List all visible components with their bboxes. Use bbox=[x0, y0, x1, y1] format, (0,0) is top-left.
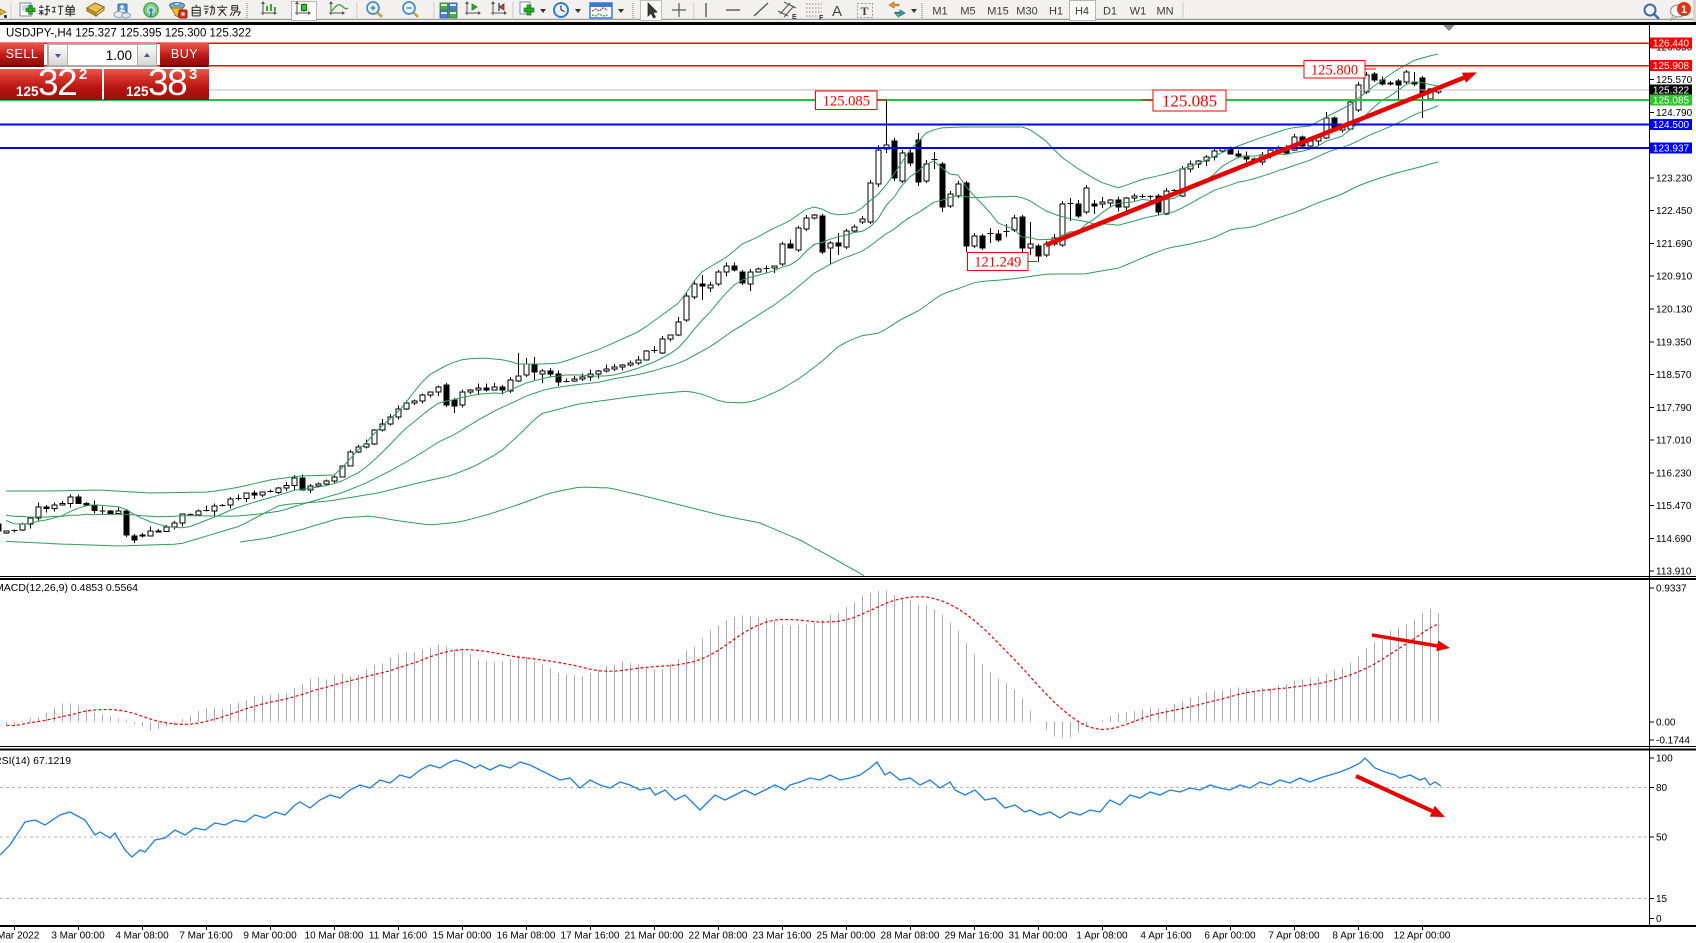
svg-text:F: F bbox=[819, 15, 824, 22]
svg-text:RSI(14) 67.1219: RSI(14) 67.1219 bbox=[0, 755, 71, 767]
svg-text:7 Apr 08:00: 7 Apr 08:00 bbox=[1268, 931, 1320, 942]
svg-text:125.908: 125.908 bbox=[1653, 61, 1690, 72]
svg-text:120.130: 120.130 bbox=[1656, 305, 1693, 316]
svg-text:117.790: 117.790 bbox=[1656, 403, 1692, 414]
svg-text:9 Mar 00:00: 9 Mar 00:00 bbox=[243, 931, 297, 942]
svg-text:4 Apr 16:00: 4 Apr 16:00 bbox=[1140, 931, 1192, 942]
svg-text:121.690: 121.690 bbox=[1656, 239, 1693, 250]
svg-text:22 Mar 08:00: 22 Mar 08:00 bbox=[689, 931, 748, 942]
svg-text:125.085: 125.085 bbox=[1653, 96, 1690, 107]
svg-text:126.440: 126.440 bbox=[1653, 39, 1690, 50]
svg-text:1: 1 bbox=[1681, 4, 1687, 16]
svg-text:MN: MN bbox=[1156, 6, 1173, 18]
svg-text:M5: M5 bbox=[960, 6, 975, 18]
svg-text:H1: H1 bbox=[1049, 6, 1063, 18]
svg-text:E: E bbox=[792, 14, 797, 21]
svg-text:MACD(12,26,9) 0.4853 0.5564: MACD(12,26,9) 0.4853 0.5564 bbox=[0, 582, 138, 594]
svg-text:0: 0 bbox=[1656, 914, 1662, 925]
svg-text:125.322: 125.322 bbox=[1653, 86, 1690, 97]
svg-text:121.249: 121.249 bbox=[974, 255, 1021, 271]
svg-text:M30: M30 bbox=[1016, 6, 1037, 18]
svg-text:A: A bbox=[832, 3, 842, 20]
svg-text:115.470: 115.470 bbox=[1656, 501, 1692, 512]
svg-text:116.230: 116.230 bbox=[1656, 468, 1692, 479]
svg-text:123.937: 123.937 bbox=[1653, 144, 1690, 155]
svg-text:125.800: 125.800 bbox=[1311, 62, 1358, 78]
svg-text:16 Mar 08:00: 16 Mar 08:00 bbox=[497, 931, 556, 942]
svg-text:25 Mar 00:00: 25 Mar 00:00 bbox=[817, 931, 876, 942]
svg-text:80: 80 bbox=[1656, 783, 1668, 794]
svg-text:8 Apr 16:00: 8 Apr 16:00 bbox=[1332, 931, 1384, 942]
svg-text:12 Apr 00:00: 12 Apr 00:00 bbox=[1394, 931, 1451, 942]
svg-text:123.230: 123.230 bbox=[1656, 174, 1693, 185]
svg-text:7 Mar 16:00: 7 Mar 16:00 bbox=[179, 931, 233, 942]
svg-text:W1: W1 bbox=[1130, 6, 1147, 18]
svg-text:0.9337: 0.9337 bbox=[1656, 584, 1687, 595]
svg-text:17 Mar 16:00: 17 Mar 16:00 bbox=[561, 931, 620, 942]
svg-text:100: 100 bbox=[1656, 754, 1673, 765]
svg-text:3 Mar 00:00: 3 Mar 00:00 bbox=[51, 931, 105, 942]
svg-text:117.010: 117.010 bbox=[1656, 436, 1692, 447]
svg-text:125.085: 125.085 bbox=[823, 93, 870, 109]
svg-text:21 Mar 00:00: 21 Mar 00:00 bbox=[625, 931, 684, 942]
svg-text:50: 50 bbox=[1656, 833, 1668, 844]
svg-text:124.500: 124.500 bbox=[1653, 120, 1690, 131]
svg-text:114.690: 114.690 bbox=[1656, 534, 1692, 545]
svg-text:4 Mar 08:00: 4 Mar 08:00 bbox=[115, 931, 169, 942]
svg-text:122.450: 122.450 bbox=[1656, 206, 1693, 217]
svg-text:15 Mar 00:00: 15 Mar 00:00 bbox=[433, 931, 492, 942]
svg-text:M15: M15 bbox=[987, 6, 1008, 18]
svg-text:D1: D1 bbox=[1103, 6, 1117, 18]
svg-text:T: T bbox=[861, 4, 869, 18]
svg-text:H4: H4 bbox=[1075, 6, 1089, 18]
svg-text:6 Apr 00:00: 6 Apr 00:00 bbox=[1204, 931, 1256, 942]
svg-text:15: 15 bbox=[1656, 894, 1668, 905]
svg-text:125.085: 125.085 bbox=[1162, 92, 1217, 111]
svg-text:124.790: 124.790 bbox=[1656, 108, 1693, 119]
svg-text:31 Mar 00:00: 31 Mar 00:00 bbox=[1009, 931, 1068, 942]
svg-text:118.570: 118.570 bbox=[1656, 370, 1692, 381]
svg-text:119.350: 119.350 bbox=[1656, 337, 1692, 348]
svg-text:23 Mar 16:00: 23 Mar 16:00 bbox=[753, 931, 812, 942]
svg-text:28 Mar 08:00: 28 Mar 08:00 bbox=[881, 931, 940, 942]
svg-text:M1: M1 bbox=[932, 6, 947, 18]
svg-text:-0.1744: -0.1744 bbox=[1656, 736, 1690, 747]
svg-text:10 Mar 08:00: 10 Mar 08:00 bbox=[305, 931, 364, 942]
svg-text:0.00: 0.00 bbox=[1656, 718, 1676, 729]
svg-text:113.910: 113.910 bbox=[1656, 567, 1692, 578]
svg-text:120.910: 120.910 bbox=[1656, 272, 1693, 283]
svg-text:2 Mar 2022: 2 Mar 2022 bbox=[0, 931, 40, 942]
svg-text:11 Mar 16:00: 11 Mar 16:00 bbox=[369, 931, 428, 942]
svg-text:USDJPY-,H4 125.327 125.395 12: USDJPY-,H4 125.327 125.395 125.300 125.3… bbox=[6, 28, 251, 40]
svg-text:1 Apr 08:00: 1 Apr 08:00 bbox=[1076, 931, 1128, 942]
svg-text:125.570: 125.570 bbox=[1656, 75, 1693, 86]
svg-text:29 Mar 16:00: 29 Mar 16:00 bbox=[945, 931, 1004, 942]
